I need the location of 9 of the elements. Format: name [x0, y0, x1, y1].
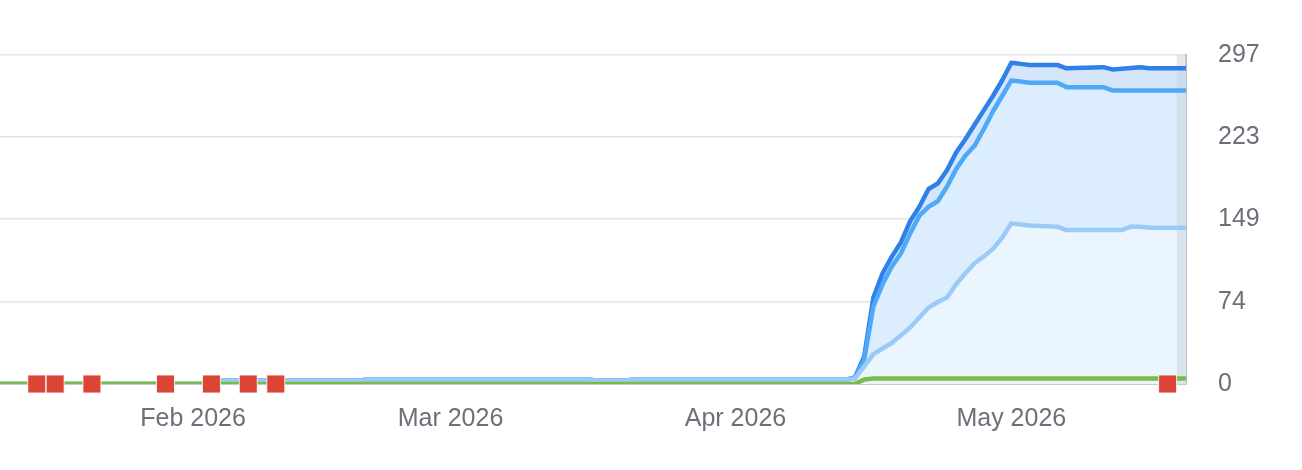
y-tick-label: 149: [1218, 202, 1260, 231]
y-tick-label: 0: [1218, 367, 1232, 396]
x-tick-label: Mar 2026: [397, 402, 504, 431]
y-tick-label: 74: [1218, 285, 1246, 314]
y-tick-label: 297: [1218, 38, 1260, 67]
y-tick-label: 223: [1218, 120, 1260, 149]
x-tick-label: May 2026: [956, 402, 1067, 431]
x-tick-label: Apr 2026: [684, 402, 787, 431]
x-tick-label: Feb 2026: [140, 402, 246, 431]
